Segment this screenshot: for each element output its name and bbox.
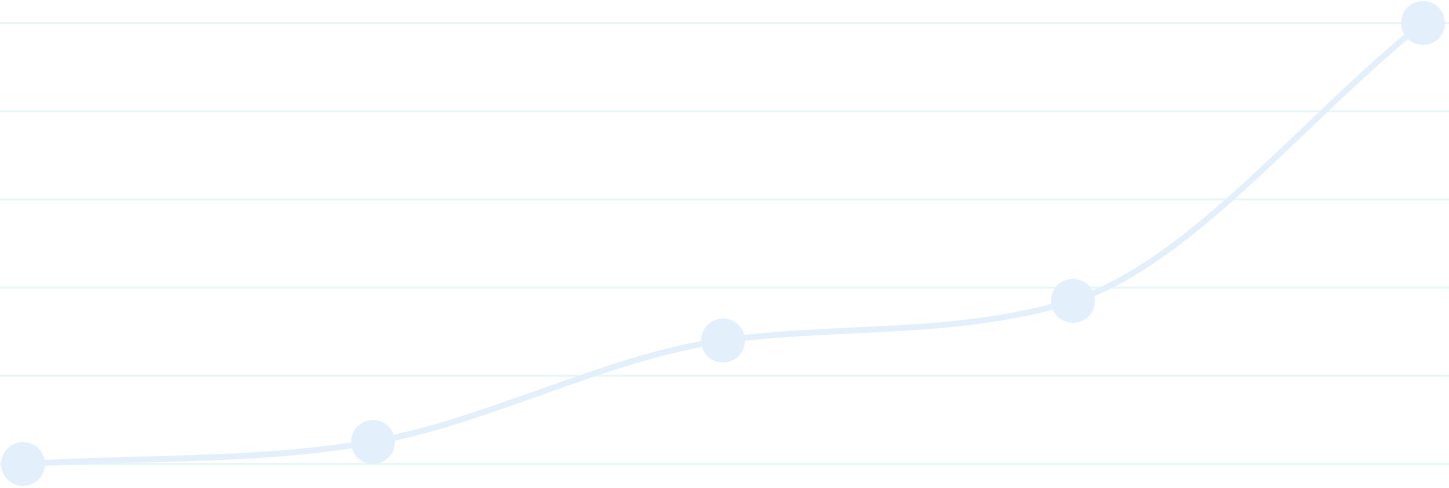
gridlines [0,22,1449,465]
data-point[interactable] [701,318,745,363]
data-point[interactable] [1401,1,1445,45]
data-point[interactable] [1051,278,1095,323]
series-line [20,20,1426,467]
series-line-layer [20,20,1426,467]
data-point[interactable] [1,442,45,486]
data-point[interactable] [351,419,395,464]
